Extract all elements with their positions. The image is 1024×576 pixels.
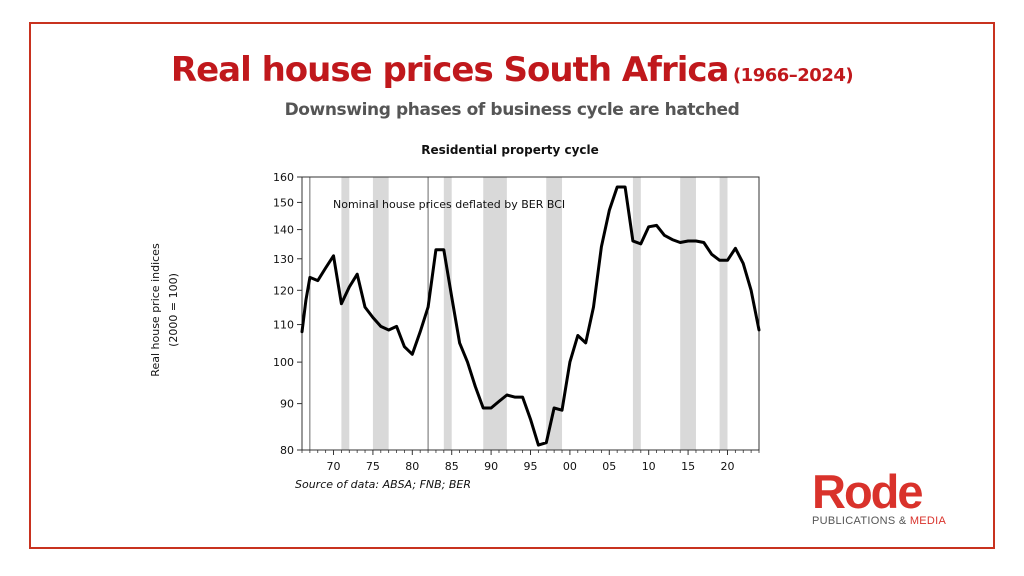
- y-tick-label: 120: [273, 284, 294, 297]
- x-tick-label: 95: [524, 460, 538, 473]
- y-tick-label: 80: [280, 444, 294, 457]
- downswing-band: [719, 177, 728, 450]
- slide-frame: [29, 22, 995, 549]
- page-title: Real house prices South Africa: [170, 50, 730, 90]
- rode-logo: Rode PUBLICATIONS & MEDIA: [812, 465, 982, 530]
- logo-word: Rode: [812, 465, 924, 518]
- series-line: [300, 185, 761, 447]
- x-tick-label: 90: [484, 460, 498, 473]
- x-tick-label: 20: [720, 460, 734, 473]
- chart-title: Residential property cycle: [421, 143, 599, 157]
- logo-tagline-main: PUBLICATIONS &: [812, 515, 910, 527]
- chart-annotation: Nominal house prices deflated by BER BCI: [333, 198, 565, 211]
- downswing-band: [632, 177, 641, 450]
- y-tick-label: 100: [273, 356, 294, 369]
- y-tick-label: 110: [273, 319, 294, 332]
- downswing-band: [443, 177, 452, 450]
- logo-tagline-accent: MEDIA: [909, 515, 947, 527]
- y-tick-label: 140: [273, 224, 294, 237]
- x-tick-label: 80: [405, 460, 419, 473]
- title-row: Real house prices South Africa (1966–202…: [0, 50, 1024, 90]
- page-subtitle: Downswing phases of business cycle are h…: [284, 100, 740, 120]
- downswing-band: [341, 177, 350, 450]
- x-tick-label: 85: [445, 460, 459, 473]
- y-tick-label: 130: [273, 253, 294, 266]
- x-tick-label: 10: [642, 460, 656, 473]
- x-tick-label: 00: [563, 460, 577, 473]
- y-tick-label: 150: [273, 196, 294, 209]
- x-tick-label: 15: [681, 460, 695, 473]
- x-tick-label: 70: [327, 460, 341, 473]
- downswing-band: [372, 177, 389, 450]
- y-tick-label: 160: [273, 171, 294, 184]
- x-tick-label: 05: [602, 460, 616, 473]
- downswing-band: [483, 177, 507, 450]
- source-note: Source of data: ABSA; FNB; BER: [295, 478, 472, 491]
- downswing-band: [680, 177, 696, 450]
- title-years: (1966–2024): [732, 65, 854, 86]
- x-tick-label: 75: [366, 460, 380, 473]
- logo-tagline: PUBLICATIONS & MEDIA: [812, 515, 982, 527]
- downswing-band: [546, 177, 563, 450]
- y-tick-label: 90: [280, 398, 294, 411]
